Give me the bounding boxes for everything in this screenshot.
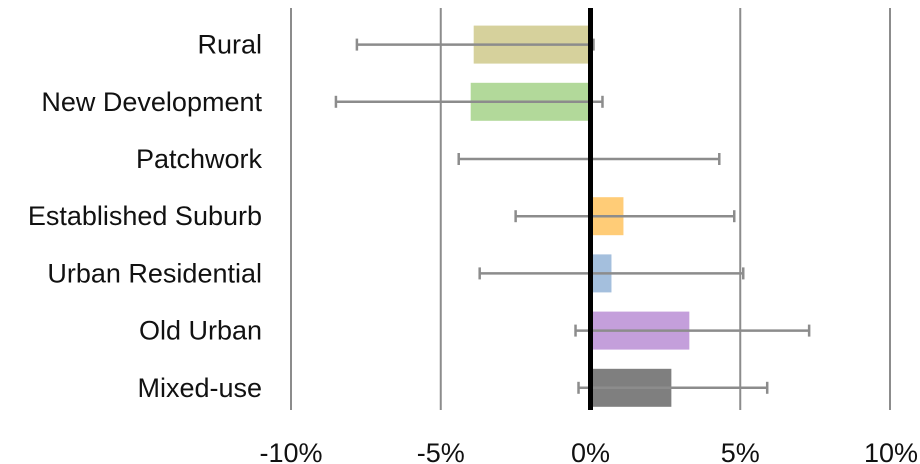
x-tick-label: 10% xyxy=(864,438,918,464)
x-tick-label: 0% xyxy=(571,438,610,464)
error-bar xyxy=(478,267,745,280)
category-label: Urban Residential xyxy=(47,258,262,288)
x-tick-label: 5% xyxy=(721,438,760,464)
gridlines xyxy=(290,8,891,410)
category-label: Mixed-use xyxy=(137,373,262,403)
category-labels: Rural New Development Patchwork Established… xyxy=(28,30,263,403)
error-bar xyxy=(514,210,736,223)
error-bars xyxy=(334,38,811,394)
category-label: New Development xyxy=(41,87,262,117)
category-label: Established Suburb xyxy=(28,201,262,231)
x-tick-label: -10% xyxy=(259,438,322,464)
error-bar xyxy=(334,95,604,108)
category-label: Old Urban xyxy=(139,316,262,346)
error-bar xyxy=(574,324,811,337)
x-tick-labels: -10% -5% 0% 5% 10% xyxy=(259,438,918,464)
error-bar xyxy=(355,38,595,51)
category-label: Rural xyxy=(197,30,262,60)
x-tick-label: -5% xyxy=(417,438,465,464)
category-label: Patchwork xyxy=(136,144,263,174)
error-bar xyxy=(577,381,769,394)
